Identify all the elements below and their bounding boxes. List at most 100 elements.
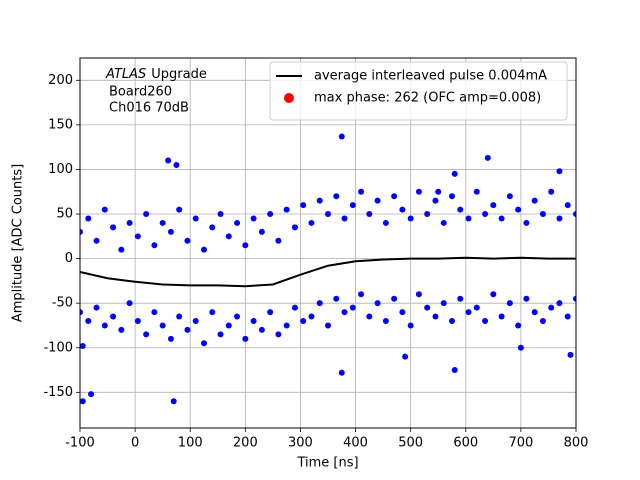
data-point: [338, 369, 345, 376]
y-tick-label: 150: [48, 117, 73, 132]
legend-swatch: [284, 93, 294, 103]
y-tick-label: 50: [56, 207, 73, 222]
data-point: [316, 197, 323, 204]
x-tick-label: 500: [398, 436, 423, 451]
data-point: [101, 206, 108, 213]
data-point: [515, 322, 522, 329]
data-point: [308, 313, 315, 320]
annotation-text: Upgrade: [151, 67, 207, 82]
data-point: [523, 295, 530, 302]
y-tick-label: -50: [52, 296, 73, 311]
y-axis-label: Amplitude [ADC Counts]: [11, 164, 26, 322]
data-point: [402, 353, 409, 360]
data-point: [341, 215, 348, 222]
data-point: [126, 300, 133, 307]
data-point: [415, 188, 422, 195]
data-point: [539, 318, 546, 325]
data-point: [300, 202, 307, 209]
data-point: [250, 215, 257, 222]
data-point: [366, 313, 373, 320]
data-point: [275, 331, 282, 338]
data-point: [234, 219, 241, 226]
plot-frame: [79, 57, 577, 429]
data-point: [267, 211, 274, 218]
data-point: [498, 313, 505, 320]
annotation-line: Board260: [109, 85, 172, 100]
legend-label: max phase: 262 (OFC amp=0.008): [314, 91, 541, 106]
data-point: [333, 295, 340, 302]
y-tick-label: -150: [43, 385, 73, 400]
data-point: [134, 318, 141, 325]
data-point: [201, 340, 207, 347]
data-point: [159, 219, 166, 226]
data-point: [457, 295, 464, 302]
data-point: [449, 193, 455, 200]
data-point: [170, 398, 177, 405]
data-point: [484, 154, 491, 161]
data-point: [473, 304, 480, 311]
data-point: [325, 211, 331, 218]
y-tick-label: 200: [48, 73, 73, 88]
data-point: [159, 322, 166, 329]
data-point: [523, 219, 530, 226]
x-tick-label: -100: [65, 436, 95, 451]
data-point: [85, 215, 92, 222]
data-point: [151, 242, 158, 249]
data-point: [358, 188, 365, 195]
data-point: [151, 309, 158, 316]
data-point: [457, 206, 464, 213]
data-point: [85, 318, 92, 325]
data-point: [440, 219, 447, 226]
data-point: [482, 318, 489, 325]
data-point: [80, 398, 86, 405]
data-point: [556, 215, 563, 222]
data-point: [567, 351, 574, 358]
data-point: [80, 342, 86, 349]
data-point: [349, 202, 356, 209]
data-point: [465, 309, 472, 316]
x-tick-label: 300: [288, 436, 313, 451]
data-point: [143, 211, 150, 218]
data-point: [173, 161, 180, 168]
data-point: [391, 295, 398, 302]
data-point: [573, 295, 576, 302]
data-point: [192, 215, 199, 222]
annotation-italic: ATLAS: [105, 67, 146, 82]
data-point: [250, 318, 257, 325]
data-point: [325, 322, 331, 329]
data-point: [424, 304, 431, 311]
x-tick-label: 800: [564, 436, 589, 451]
data-point: [165, 157, 172, 164]
x-tick-label: 400: [343, 436, 368, 451]
data-point: [267, 309, 274, 316]
data-point: [258, 326, 265, 333]
x-tick-label: 100: [178, 436, 203, 451]
x-axis-label: Time [ns]: [296, 456, 358, 471]
y-tick-label: 0: [65, 251, 73, 266]
data-point: [358, 291, 365, 298]
data-point: [517, 344, 524, 351]
data-point: [176, 313, 183, 320]
data-point: [435, 188, 442, 195]
data-point: [391, 193, 398, 200]
data-point: [451, 170, 458, 177]
data-point: [440, 300, 447, 307]
data-point: [283, 206, 290, 213]
data-point: [316, 300, 323, 307]
data-point: [217, 211, 224, 218]
data-point: [407, 215, 414, 222]
data-point: [234, 313, 241, 320]
data-point: [118, 246, 125, 253]
data-point: [531, 309, 538, 316]
data-point: [573, 211, 576, 218]
data-point: [88, 391, 95, 398]
data-point: [515, 206, 522, 213]
data-point: [349, 304, 356, 311]
data-point: [341, 309, 348, 316]
data-point: [556, 300, 563, 307]
data-point: [167, 335, 174, 342]
data-point: [300, 318, 307, 325]
y-tick-label: 100: [48, 162, 73, 177]
annotation: ATLAS Upgrade: [105, 67, 207, 82]
